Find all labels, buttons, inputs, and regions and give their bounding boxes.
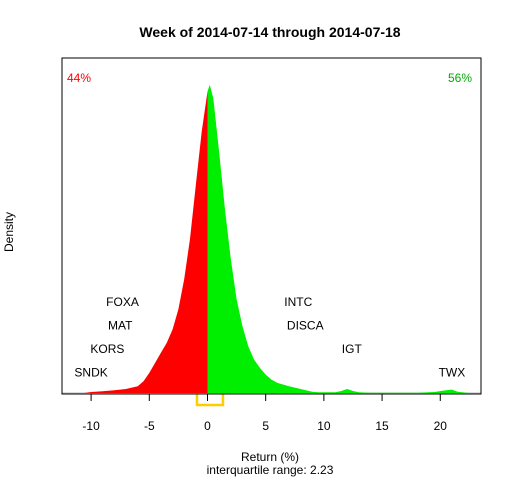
x-tick-label: 20 xyxy=(434,419,448,433)
density-area-negative xyxy=(84,91,208,393)
x-tick-label: -5 xyxy=(144,419,155,433)
x-tick-label: 10 xyxy=(317,419,331,433)
x-tick-label: 5 xyxy=(262,419,269,433)
annotation-label: SNDK xyxy=(74,365,107,379)
y-axis-label: Density xyxy=(2,212,16,252)
iqr-subtitle: interquartile range: 2.23 xyxy=(207,463,334,477)
annotation-label: KORS xyxy=(90,342,124,356)
x-axis-label: Return (%) xyxy=(241,450,299,464)
annotation-label: DISCA xyxy=(287,318,324,332)
x-tick-label: -10 xyxy=(82,419,100,433)
iqr-bracket xyxy=(195,394,225,407)
annotation-label: IGT xyxy=(342,342,363,356)
pct-negative-label: 44% xyxy=(67,71,91,85)
x-tick-label: 0 xyxy=(204,419,211,433)
annotation-label: INTC xyxy=(284,295,312,309)
pct-positive-label: 56% xyxy=(448,71,472,85)
density-area-positive xyxy=(207,84,470,394)
x-tick-label: 15 xyxy=(375,419,389,433)
chart-title: Week of 2014-07-14 through 2014-07-18 xyxy=(139,24,400,40)
annotation-label: FOXA xyxy=(106,295,139,309)
annotation-label: TWX xyxy=(439,365,466,379)
annotation-label: MAT xyxy=(108,318,133,332)
plot-frame xyxy=(61,57,482,395)
